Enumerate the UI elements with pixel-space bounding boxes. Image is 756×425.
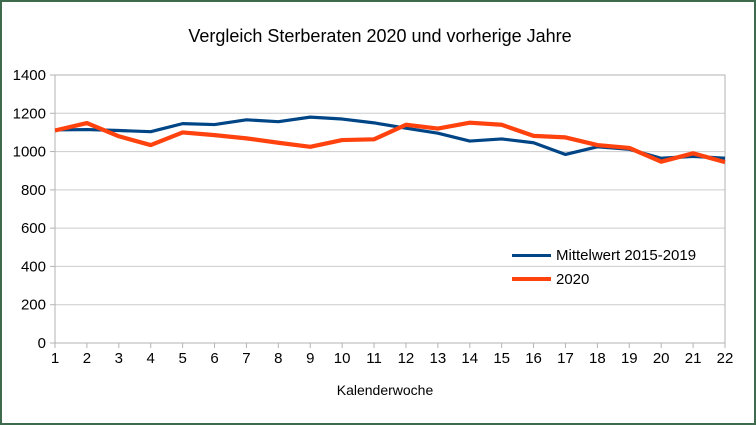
x-tick-label-13: 13 <box>430 350 447 367</box>
y-tick-label-1200: 1200 <box>13 105 46 122</box>
y-tick-label-1000: 1000 <box>13 144 46 161</box>
x-tick-label-20: 20 <box>653 350 670 367</box>
chart-title: Vergleich Sterberaten 2020 und vorherige… <box>188 26 572 46</box>
y-tick-label-200: 200 <box>21 297 46 314</box>
y-tick-label-0: 0 <box>38 335 46 352</box>
x-tick-label-8: 8 <box>274 350 282 367</box>
legend-item-2020: 2020 <box>512 269 696 289</box>
legend-swatch-mittelwert <box>512 253 551 257</box>
x-tick-label-15: 15 <box>493 350 510 367</box>
x-tick-label-10: 10 <box>334 350 351 367</box>
x-tick-label-7: 7 <box>242 350 250 367</box>
x-tick-label-11: 11 <box>366 350 382 367</box>
y-tick-label-600: 600 <box>21 220 46 237</box>
legend-item-mittelwert: Mittelwert 2015-2019 <box>512 245 696 265</box>
x-axis-title: Kalenderwoche <box>336 382 434 398</box>
x-tick-label-18: 18 <box>589 350 606 367</box>
x-tick-label-3: 3 <box>115 350 123 367</box>
x-tick-label-22: 22 <box>717 350 734 367</box>
legend-swatch-2020 <box>512 277 551 281</box>
x-tick-label-16: 16 <box>525 350 542 367</box>
x-tick-label-12: 12 <box>398 350 415 367</box>
x-tick-label-9: 9 <box>306 350 314 367</box>
y-tick-label-1400: 1400 <box>13 67 46 84</box>
x-tick-label-14: 14 <box>461 350 478 367</box>
x-tick-label-17: 17 <box>557 350 574 367</box>
x-tick-label-1: 1 <box>51 350 59 367</box>
series-line-0 <box>54 115 726 160</box>
x-tick-label-4: 4 <box>147 350 155 367</box>
legend: Mittelwert 2015-2019 2020 <box>512 245 696 293</box>
plot-border <box>54 74 726 344</box>
y-tick-label-400: 400 <box>21 258 46 275</box>
legend-label-mittelwert: Mittelwert 2015-2019 <box>556 246 697 264</box>
series-line-1 <box>54 120 726 165</box>
x-tick-label-5: 5 <box>178 350 186 367</box>
legend-label-2020: 2020 <box>556 270 590 288</box>
x-tick-label-2: 2 <box>83 350 91 367</box>
x-tick-label-21: 21 <box>685 350 702 367</box>
x-tick-label-19: 19 <box>621 350 638 367</box>
x-tick-label-6: 6 <box>210 350 218 367</box>
y-tick-label-800: 800 <box>21 182 46 199</box>
